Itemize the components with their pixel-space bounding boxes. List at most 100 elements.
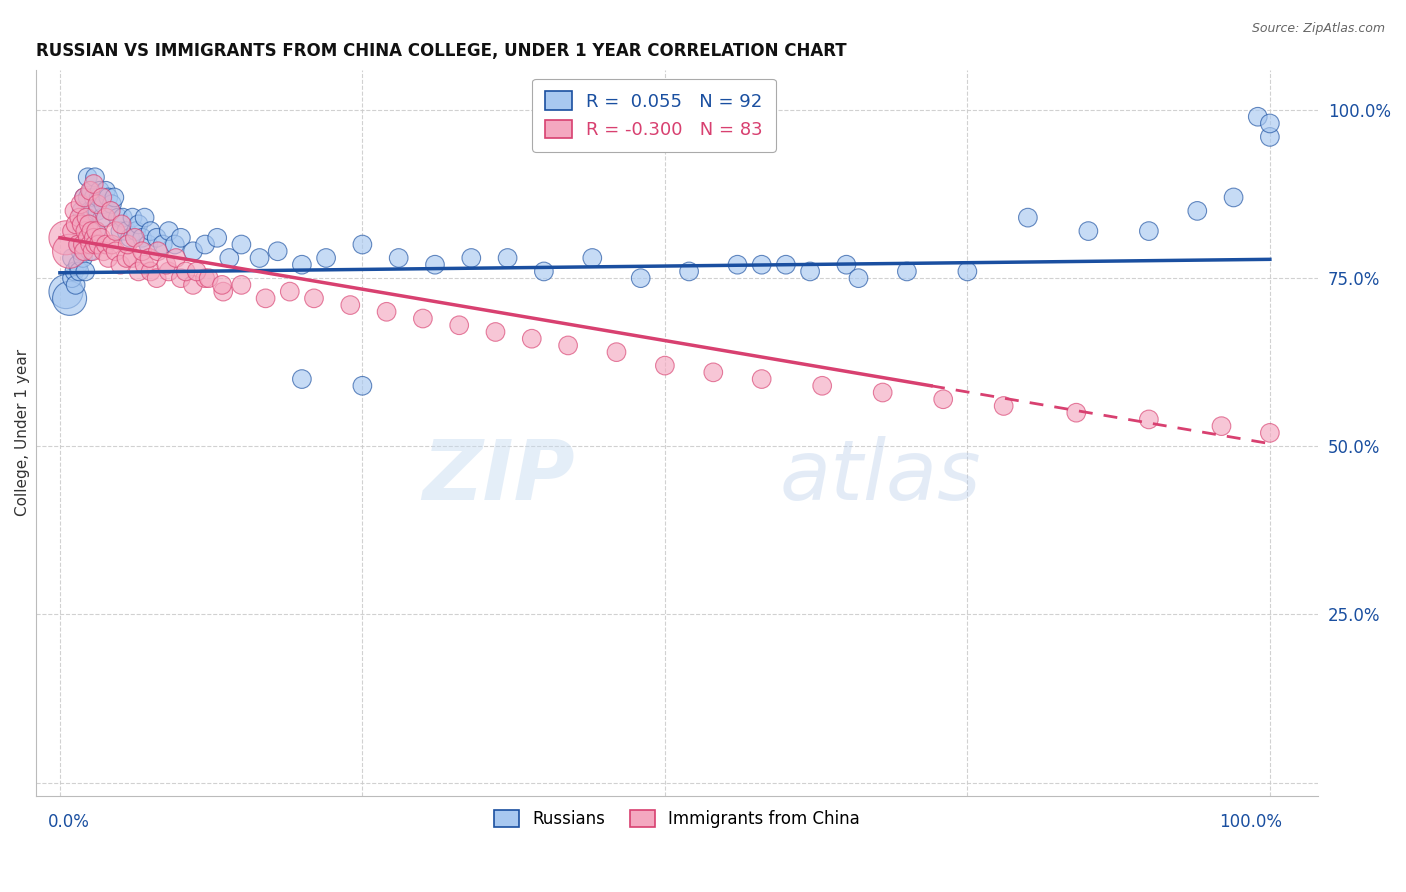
Point bbox=[654, 359, 676, 373]
Point bbox=[79, 244, 101, 259]
Point bbox=[111, 211, 134, 225]
Point bbox=[77, 224, 100, 238]
Point bbox=[70, 218, 93, 232]
Point bbox=[89, 184, 111, 198]
Text: Source: ZipAtlas.com: Source: ZipAtlas.com bbox=[1251, 22, 1385, 36]
Point bbox=[104, 244, 127, 259]
Point bbox=[174, 264, 197, 278]
Point bbox=[82, 244, 104, 259]
Point bbox=[94, 184, 117, 198]
Text: atlas: atlas bbox=[779, 436, 981, 517]
Point bbox=[93, 197, 115, 211]
Point bbox=[73, 190, 96, 204]
Point bbox=[70, 203, 93, 218]
Point bbox=[125, 224, 148, 238]
Point bbox=[218, 251, 240, 265]
Point bbox=[128, 218, 150, 232]
Point bbox=[117, 237, 139, 252]
Point bbox=[67, 211, 90, 225]
Point bbox=[79, 237, 101, 252]
Point bbox=[72, 251, 94, 265]
Point bbox=[104, 224, 127, 238]
Point bbox=[82, 203, 104, 218]
Text: 0.0%: 0.0% bbox=[48, 813, 90, 831]
Y-axis label: College, Under 1 year: College, Under 1 year bbox=[15, 350, 30, 516]
Point bbox=[58, 291, 80, 305]
Point bbox=[157, 264, 180, 278]
Point bbox=[727, 258, 749, 272]
Point bbox=[165, 251, 187, 265]
Point bbox=[211, 277, 233, 292]
Point bbox=[83, 231, 105, 245]
Point bbox=[896, 264, 918, 278]
Point bbox=[423, 258, 446, 272]
Point bbox=[76, 190, 98, 204]
Point bbox=[90, 231, 112, 245]
Text: ZIP: ZIP bbox=[422, 436, 575, 517]
Point bbox=[605, 345, 627, 359]
Point bbox=[702, 365, 724, 379]
Point bbox=[87, 237, 110, 252]
Point bbox=[60, 224, 83, 238]
Point bbox=[76, 170, 98, 185]
Point bbox=[67, 264, 90, 278]
Point bbox=[1017, 211, 1039, 225]
Point bbox=[484, 325, 506, 339]
Point bbox=[212, 285, 235, 299]
Point bbox=[115, 251, 138, 265]
Point bbox=[73, 244, 96, 259]
Point bbox=[1137, 224, 1160, 238]
Point bbox=[134, 211, 156, 225]
Point bbox=[86, 203, 108, 218]
Point bbox=[932, 392, 955, 407]
Point bbox=[75, 224, 97, 238]
Point bbox=[799, 264, 821, 278]
Point bbox=[533, 264, 555, 278]
Point bbox=[83, 190, 105, 204]
Point bbox=[94, 211, 117, 225]
Point bbox=[186, 264, 208, 278]
Point bbox=[67, 237, 90, 252]
Point bbox=[72, 237, 94, 252]
Point bbox=[751, 372, 773, 386]
Point bbox=[315, 251, 337, 265]
Point bbox=[352, 378, 374, 392]
Point bbox=[155, 258, 177, 272]
Point bbox=[1258, 425, 1281, 440]
Point bbox=[79, 184, 101, 198]
Point bbox=[352, 237, 374, 252]
Point bbox=[84, 170, 107, 185]
Legend: Russians, Immigrants from China: Russians, Immigrants from China bbox=[486, 804, 866, 835]
Point bbox=[84, 237, 107, 252]
Point bbox=[460, 251, 482, 265]
Point bbox=[138, 251, 160, 265]
Point bbox=[1258, 116, 1281, 130]
Point bbox=[80, 184, 103, 198]
Point bbox=[87, 190, 110, 204]
Point bbox=[1187, 203, 1209, 218]
Point bbox=[67, 237, 90, 252]
Point bbox=[131, 244, 153, 259]
Point bbox=[835, 258, 858, 272]
Point bbox=[1258, 129, 1281, 144]
Point bbox=[249, 251, 271, 265]
Point bbox=[115, 224, 138, 238]
Point bbox=[58, 244, 80, 259]
Point bbox=[100, 203, 122, 218]
Point bbox=[77, 218, 100, 232]
Point bbox=[121, 251, 143, 265]
Point bbox=[69, 197, 91, 211]
Point bbox=[181, 244, 204, 259]
Point bbox=[194, 271, 217, 285]
Point bbox=[69, 244, 91, 259]
Point bbox=[1137, 412, 1160, 426]
Point bbox=[76, 211, 98, 225]
Point bbox=[291, 258, 314, 272]
Point bbox=[76, 211, 98, 225]
Point bbox=[205, 231, 228, 245]
Point bbox=[1222, 190, 1244, 204]
Point bbox=[678, 264, 700, 278]
Point bbox=[630, 271, 652, 285]
Point bbox=[181, 277, 204, 292]
Point bbox=[110, 258, 132, 272]
